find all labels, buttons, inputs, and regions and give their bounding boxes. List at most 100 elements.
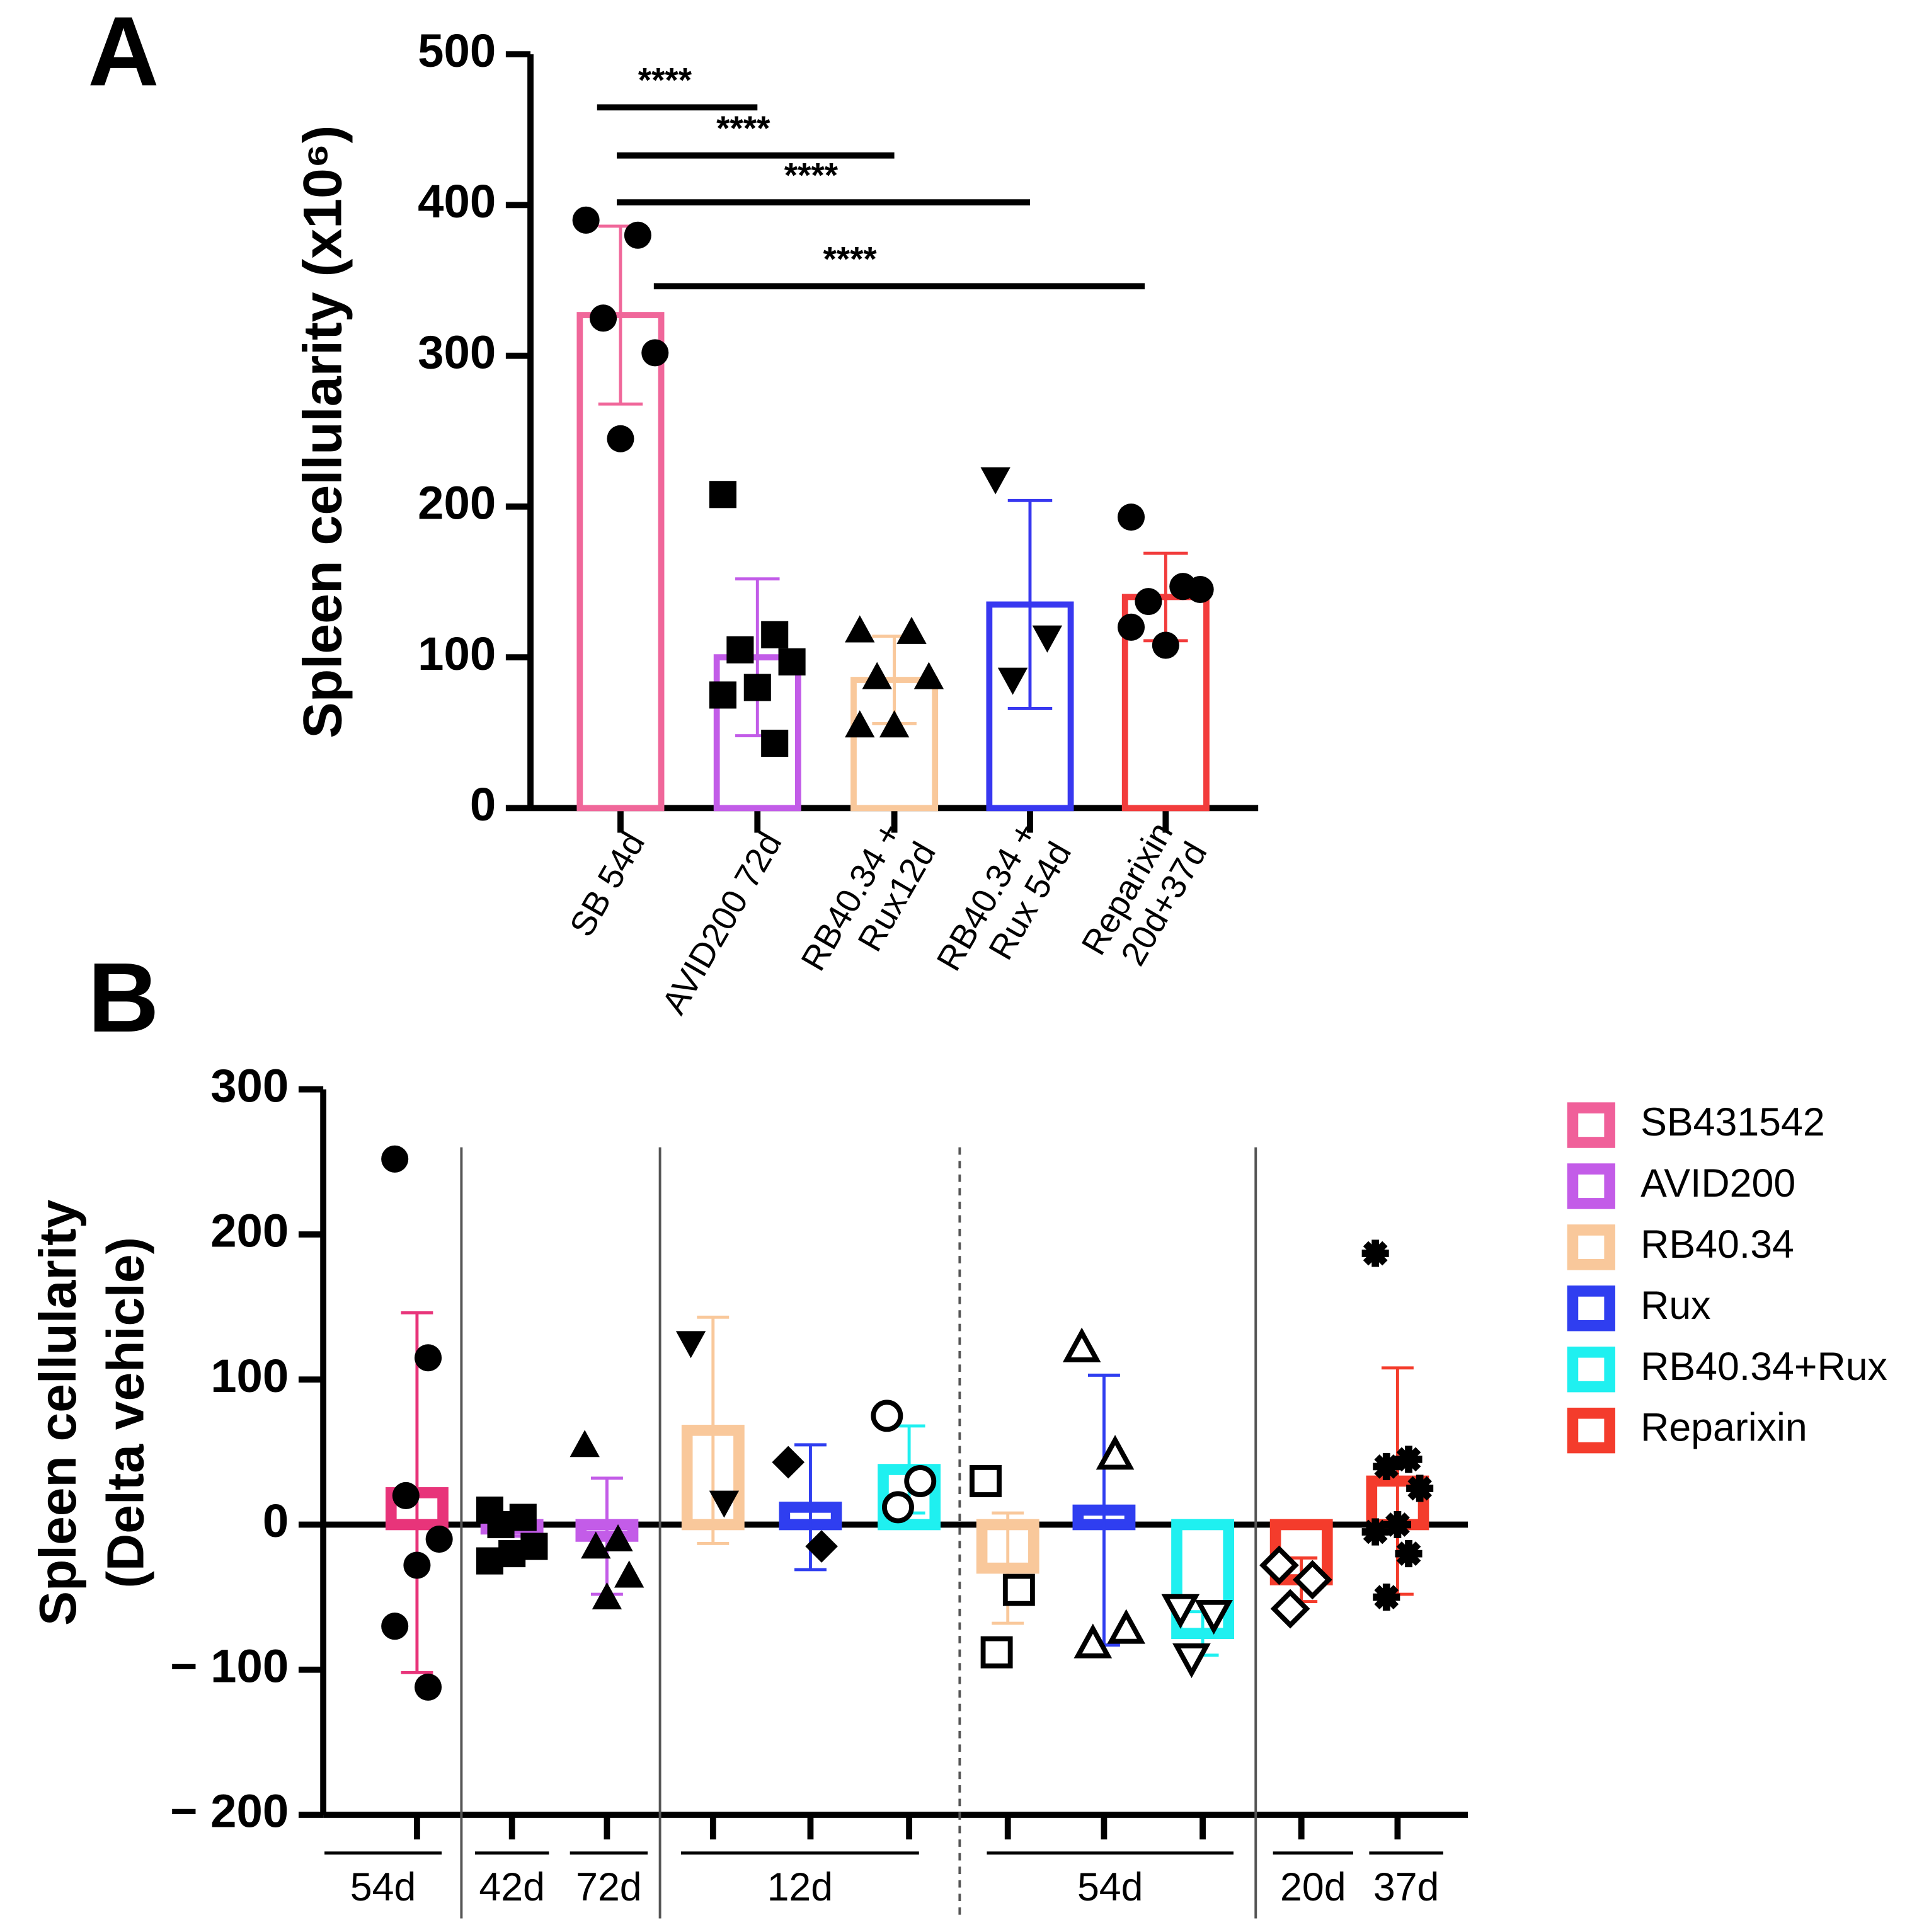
data-point (1117, 613, 1145, 641)
data-point (709, 481, 737, 509)
data-point (381, 1145, 409, 1173)
data-point (970, 1464, 1002, 1497)
data-point (592, 1582, 622, 1610)
data-point (403, 1551, 431, 1579)
y-axis-label: (Delta vehicle) (97, 1237, 154, 1588)
group-label: 72d (576, 1865, 642, 1909)
x-tick-label: AVID200 72d (654, 825, 789, 1021)
data-point (1161, 1594, 1200, 1629)
data-point (1107, 1609, 1145, 1644)
y-axis-label: Spleen cellularity (x10⁶) (293, 125, 353, 739)
group-label: 20d (1280, 1865, 1346, 1909)
data-point (624, 221, 651, 249)
data-point (487, 1510, 515, 1539)
panel-letter: A (88, 0, 159, 106)
y-tick-label: 0 (470, 778, 496, 831)
y-tick-label: 200 (210, 1205, 289, 1257)
data-point (1361, 1239, 1389, 1267)
data-point (1194, 1599, 1234, 1635)
legend-swatch (1567, 1407, 1615, 1454)
panel-letter: B (88, 943, 159, 1053)
data-point (1361, 1518, 1389, 1546)
y-tick-label: 200 (418, 477, 496, 529)
data-point (1259, 1545, 1299, 1585)
data-point (381, 1613, 409, 1640)
data-point (726, 636, 754, 664)
group-label: 54d (1077, 1865, 1143, 1909)
data-point (761, 729, 789, 757)
data-point (1270, 1589, 1310, 1629)
data-point (1406, 1475, 1434, 1502)
data-point (896, 616, 927, 644)
data-point (1096, 1435, 1135, 1470)
data-point (1073, 1623, 1113, 1659)
data-point (425, 1526, 453, 1553)
data-point (761, 621, 789, 648)
data-point (904, 1464, 937, 1497)
data-point (607, 425, 634, 452)
data-point (1395, 1446, 1423, 1473)
group-label: 54d (350, 1865, 416, 1909)
significance-label: **** (716, 108, 770, 147)
data-point (392, 1481, 420, 1510)
data-point (1062, 1327, 1101, 1362)
data-point (1186, 575, 1214, 604)
significance-label: **** (784, 155, 839, 194)
data-point (1152, 631, 1179, 659)
legend-swatch (1567, 1346, 1615, 1393)
y-tick-label: 400 (418, 175, 496, 227)
data-point (709, 681, 737, 709)
data-point (581, 1531, 611, 1559)
data-point (1002, 1573, 1035, 1606)
data-point (805, 1530, 838, 1563)
legend-label: SB431542 (1640, 1100, 1825, 1144)
data-point (997, 667, 1028, 695)
legend-label: AVID200 (1640, 1161, 1795, 1205)
y-tick-label: 300 (418, 326, 496, 378)
data-point (879, 710, 910, 738)
group-label: 12d (767, 1865, 833, 1909)
legend-swatch (1567, 1163, 1615, 1209)
data-point (570, 1430, 600, 1458)
data-point (1373, 1584, 1400, 1611)
data-point (882, 1491, 914, 1524)
y-tick-label: − 200 (170, 1785, 289, 1837)
data-point (1373, 1452, 1400, 1480)
data-point (476, 1547, 503, 1575)
data-point (709, 1490, 740, 1518)
y-tick-label: 100 (210, 1350, 289, 1402)
data-point (1383, 1510, 1411, 1539)
y-tick-label: − 100 (170, 1640, 289, 1692)
data-point (778, 648, 806, 676)
legend-label: Rux (1640, 1284, 1710, 1328)
data-point (980, 467, 1010, 495)
data-point (1395, 1540, 1423, 1568)
y-tick-label: 0 (263, 1495, 289, 1547)
x-tick-label: SB 54d (562, 825, 653, 943)
significance-label: **** (638, 60, 692, 100)
group-label: 42d (479, 1865, 545, 1909)
data-point (862, 662, 892, 689)
data-point (675, 1331, 706, 1359)
data-point (641, 339, 669, 367)
data-point (845, 710, 875, 738)
data-point (1135, 588, 1162, 616)
data-point (913, 662, 944, 689)
data-point (980, 1636, 1013, 1669)
y-axis-label: Spleen cellularity (30, 1199, 87, 1626)
data-point (415, 1673, 442, 1701)
data-point (772, 1446, 805, 1479)
legend-label: RB40.34 (1640, 1222, 1794, 1267)
data-point (871, 1400, 903, 1432)
data-point (1032, 625, 1063, 653)
legend-label: Reparixin (1640, 1406, 1807, 1450)
data-point (415, 1344, 442, 1372)
significance-label: **** (823, 239, 877, 279)
data-point (590, 304, 617, 332)
legend-swatch (1567, 1102, 1615, 1148)
data-point (614, 1560, 644, 1588)
data-point (845, 615, 875, 643)
data-point (743, 674, 771, 701)
